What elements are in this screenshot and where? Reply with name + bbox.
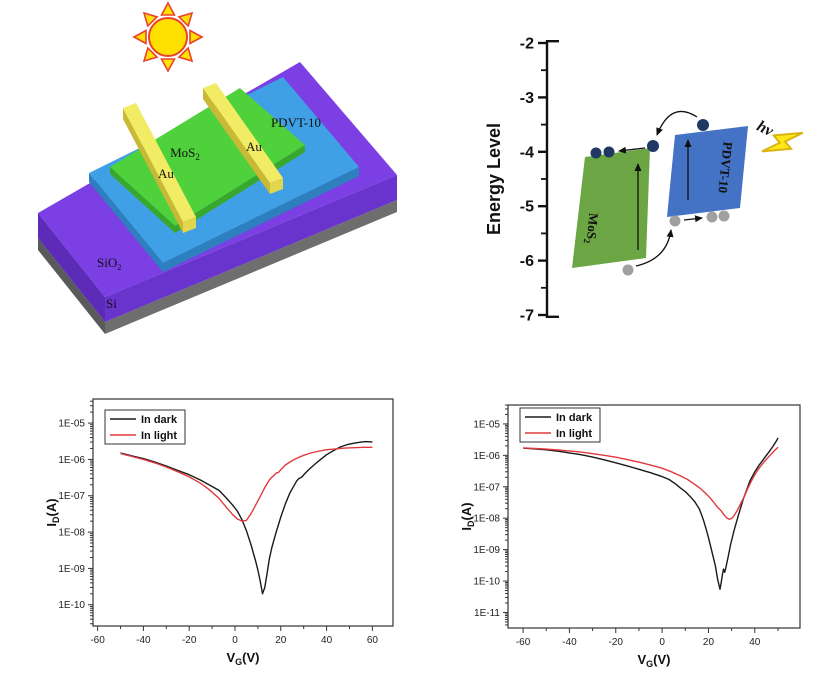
y-tick-label: 1E-05 [58, 419, 85, 430]
x-tick-label: 0 [659, 637, 665, 648]
x-tick-label: -40 [562, 637, 577, 648]
legend-label: In dark [556, 412, 593, 424]
au-label-left: Au [158, 166, 174, 181]
transfer-curve-chart-right: -60 -40 -20 0 20 40 1E-11 1E-10 1E-09 1E-08 1E-07 1… [459, 404, 801, 669]
electron-hop-arrow [656, 110, 698, 136]
x-tick-label: 20 [275, 635, 287, 646]
y-tick-label: 1E-07 [473, 482, 500, 493]
y-tick-label: 1E-09 [58, 564, 85, 575]
series-in-dark [523, 437, 779, 590]
x-axis-title: VG(V) [226, 650, 259, 667]
series-in-dark [120, 440, 373, 595]
y-tick-label: 1E-06 [58, 455, 85, 466]
electron-dots [590, 119, 709, 159]
y-tick-label: 1E-08 [473, 514, 500, 525]
y-tick-label: 1E-05 [473, 419, 500, 430]
legend-box [519, 407, 601, 443]
energy-diagram: -2 -3 -4 -5 -6 -7 Energy Level MoS2 PDVT… [484, 36, 804, 325]
sun-icon [132, 1, 204, 73]
electron-transfer-arrow [618, 146, 646, 154]
y-axis-title: ID(A) [459, 502, 476, 530]
x-tick-label: -60 [516, 637, 531, 648]
axis-ticks [88, 400, 373, 631]
x-axis-title: VG(V) [637, 652, 670, 669]
pdvt10-label: PDVT-10 [271, 115, 321, 130]
electron-dot [697, 119, 709, 131]
y-tick-label: 1E-08 [58, 528, 85, 539]
au-electrode-right [203, 83, 283, 194]
axis-ticks [503, 404, 779, 633]
y-tick-label: 1E-10 [58, 600, 85, 611]
y-axis-title: ID(A) [44, 498, 61, 526]
plot-frame [92, 398, 394, 627]
hole-dot [669, 215, 681, 227]
pdvt10-band-label: PDVT-10 [715, 141, 735, 194]
energy-tick-label: -7 [520, 308, 534, 325]
mos2-band [572, 148, 650, 268]
hole-hop-arrow [635, 229, 674, 267]
mos2-label: MoS2 [170, 145, 200, 162]
si-substrate-layer [38, 200, 397, 334]
y-tick-label: 1E-10 [473, 577, 500, 588]
au-label-right: Au [246, 139, 262, 154]
hole-dot [706, 211, 718, 223]
pdvt10-band [667, 126, 748, 217]
y-tick-label: 1E-06 [473, 451, 500, 462]
series-in-light [120, 446, 373, 522]
electron-dot [590, 147, 602, 159]
energy-tick-label: -4 [520, 144, 534, 161]
x-tick-label: 40 [749, 637, 761, 648]
transfer-curve-chart-left: -60 -40 -20 0 20 40 60 1E-10 1E-09 1E-08 1E-07 1E-0… [44, 398, 394, 667]
series-in-light [523, 446, 779, 520]
energy-tick-label: -6 [520, 253, 534, 270]
x-tick-label: 0 [232, 635, 238, 646]
legend-label: In dark [141, 414, 178, 426]
legend-label: In light [556, 428, 592, 440]
hv-label: hv [754, 118, 777, 141]
mos2-band-label: MoS2 [582, 212, 602, 244]
x-tick-label: -20 [609, 637, 624, 648]
x-tick-label: -40 [136, 635, 151, 646]
sio2-label: SiO2 [97, 255, 121, 272]
x-tick-label: 60 [367, 635, 379, 646]
legend-label: In light [141, 430, 177, 442]
hole-transfer-arrow [683, 215, 703, 223]
energy-tick-label: -2 [520, 36, 534, 53]
energy-tick-label: -5 [520, 199, 534, 216]
electron-dot [647, 140, 659, 152]
device-schematic: MoS2 Au Au PDVT-10 SiO2 Si [38, 1, 397, 334]
energy-axis [538, 40, 559, 318]
energy-tick-label: -3 [520, 90, 534, 107]
legend-box [104, 409, 186, 445]
si-label: Si [106, 296, 117, 311]
lightning-icon [761, 131, 804, 153]
x-tick-label: 20 [703, 637, 715, 648]
au-electrode-left [123, 103, 196, 233]
y-tick-label: 1E-07 [58, 491, 85, 502]
x-tick-label: -60 [90, 635, 105, 646]
x-tick-label: 40 [321, 635, 333, 646]
electron-dot [603, 146, 615, 158]
x-tick-label: -20 [182, 635, 197, 646]
energy-axis-title: Energy Level [484, 123, 504, 235]
y-tick-label: 1E-11 [474, 608, 500, 619]
hole-dots [622, 210, 730, 276]
hole-dot [718, 210, 730, 222]
plot-frame [507, 404, 801, 629]
hole-dot [622, 264, 634, 276]
y-tick-label: 1E-09 [473, 545, 500, 556]
